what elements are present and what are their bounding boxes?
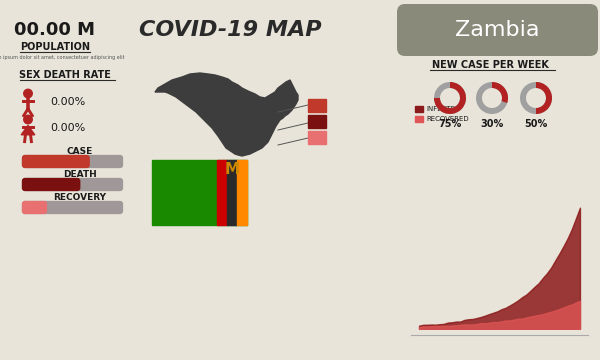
Text: 0.00%: 0.00% xyxy=(50,123,85,133)
Bar xyxy=(227,160,237,225)
Wedge shape xyxy=(536,82,552,114)
Text: 00.00 M: 00.00 M xyxy=(14,21,95,39)
Text: 50%: 50% xyxy=(524,119,548,129)
Text: RECOVERY: RECOVERY xyxy=(53,193,107,202)
Wedge shape xyxy=(476,82,508,114)
Bar xyxy=(217,160,227,225)
Text: Lorem ipsum dolor sit amet, consectetuer adipiscing elit: Lorem ipsum dolor sit amet, consectetuer… xyxy=(0,54,124,59)
Bar xyxy=(308,99,326,112)
Bar xyxy=(415,116,423,122)
Text: POPULATION: POPULATION xyxy=(20,42,90,52)
Bar xyxy=(415,106,423,112)
Wedge shape xyxy=(434,82,466,114)
FancyBboxPatch shape xyxy=(22,178,80,191)
FancyBboxPatch shape xyxy=(397,4,598,56)
Text: INFECTED: INFECTED xyxy=(426,106,460,112)
Wedge shape xyxy=(434,82,466,114)
FancyBboxPatch shape xyxy=(22,201,47,214)
Text: 75%: 75% xyxy=(439,119,461,129)
Bar xyxy=(308,131,326,144)
FancyBboxPatch shape xyxy=(22,201,123,214)
Text: DEATH: DEATH xyxy=(63,170,97,179)
Bar xyxy=(152,160,247,225)
Text: 30%: 30% xyxy=(481,119,503,129)
Text: NEW CASE PER WEEK: NEW CASE PER WEEK xyxy=(431,60,548,70)
FancyBboxPatch shape xyxy=(22,155,90,168)
Circle shape xyxy=(24,115,32,124)
Bar xyxy=(237,160,247,225)
Text: COVID-19 MAP: COVID-19 MAP xyxy=(139,20,321,40)
Circle shape xyxy=(24,89,32,98)
Text: SEX DEATH RATE: SEX DEATH RATE xyxy=(19,70,111,80)
Wedge shape xyxy=(492,82,508,103)
FancyBboxPatch shape xyxy=(22,155,123,168)
Text: M: M xyxy=(224,162,239,176)
Wedge shape xyxy=(520,82,552,114)
Text: Zambia: Zambia xyxy=(455,20,539,40)
Bar xyxy=(308,115,326,128)
Text: RECOVERED: RECOVERED xyxy=(426,116,469,122)
FancyBboxPatch shape xyxy=(22,178,123,191)
Text: CASE: CASE xyxy=(67,147,93,156)
Polygon shape xyxy=(21,125,35,135)
Text: 0.00%: 0.00% xyxy=(50,97,85,107)
Polygon shape xyxy=(155,73,298,156)
